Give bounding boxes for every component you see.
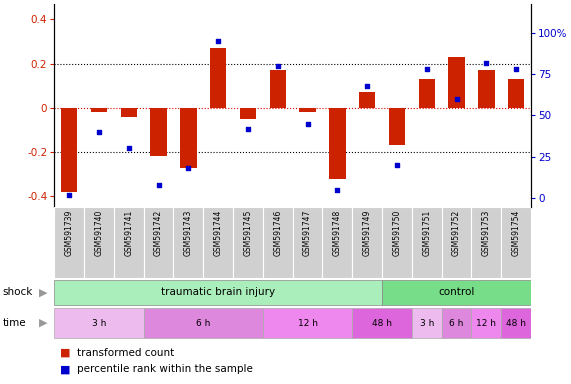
Point [303,121,312,127]
Bar [299,108,316,112]
Text: GSM591753: GSM591753 [482,210,491,256]
Text: GSM591749: GSM591749 [363,210,372,256]
Text: GSM591750: GSM591750 [392,210,401,256]
Bar [203,207,233,278]
Point [154,182,163,188]
Bar [419,79,435,108]
Text: traumatic brain injury: traumatic brain injury [161,287,275,298]
Point [452,96,461,102]
Point [363,83,372,89]
Point [184,165,193,171]
Bar [233,207,263,278]
Text: GSM591754: GSM591754 [512,210,521,256]
Bar [412,308,441,338]
Text: ▶: ▶ [39,318,47,328]
Bar [478,70,494,108]
Point [392,162,401,168]
Text: ■: ■ [60,364,70,374]
Text: 12 h: 12 h [297,319,317,328]
Text: GSM591751: GSM591751 [422,210,431,256]
Bar [150,108,167,157]
Bar [61,108,77,192]
Point [422,66,431,72]
Bar [114,207,144,278]
Text: 6 h: 6 h [449,319,464,328]
Text: percentile rank within the sample: percentile rank within the sample [77,364,253,374]
Text: GSM591743: GSM591743 [184,210,193,256]
Bar [263,207,292,278]
Text: 12 h: 12 h [476,319,496,328]
Bar [508,79,524,108]
Bar [91,108,107,112]
Text: ▶: ▶ [39,287,47,298]
Text: shock: shock [3,287,33,298]
Bar [441,308,472,338]
Text: GSM591748: GSM591748 [333,210,342,256]
Bar [352,308,412,338]
Text: 6 h: 6 h [196,319,211,328]
Text: time: time [3,318,26,328]
Bar [270,70,286,108]
Text: transformed count: transformed count [77,348,174,358]
Bar [174,207,203,278]
Text: GSM591741: GSM591741 [124,210,133,256]
Text: 3 h: 3 h [92,319,106,328]
Bar [501,308,531,338]
Text: 3 h: 3 h [420,319,434,328]
Text: control: control [439,287,475,298]
Bar [120,108,137,117]
Bar [441,207,472,278]
Bar [54,308,144,338]
Point [65,192,74,198]
Text: 48 h: 48 h [506,319,526,328]
Point [243,126,252,132]
Text: 48 h: 48 h [372,319,392,328]
Bar [144,308,263,338]
Text: ■: ■ [60,348,70,358]
Bar [180,108,196,167]
Text: GSM591745: GSM591745 [243,210,252,256]
Bar [323,207,352,278]
Bar [389,108,405,146]
Point [214,38,223,44]
Point [94,129,103,135]
Bar [382,280,531,305]
Bar [84,207,114,278]
Point [273,63,282,69]
Bar [144,207,174,278]
Bar [472,308,501,338]
Bar [54,207,84,278]
Point [512,66,521,72]
Text: GSM591739: GSM591739 [65,210,74,256]
Text: GSM591746: GSM591746 [274,210,282,256]
Text: GSM591744: GSM591744 [214,210,223,256]
Text: GSM591747: GSM591747 [303,210,312,256]
Bar [329,108,345,179]
Bar [501,207,531,278]
Bar [472,207,501,278]
Point [482,60,491,66]
Bar [412,207,441,278]
Bar [359,92,375,108]
Bar [382,207,412,278]
Text: GSM591752: GSM591752 [452,210,461,256]
Bar [448,57,465,108]
Bar [240,108,256,119]
Bar [54,280,382,305]
Bar [352,207,382,278]
Text: GSM591740: GSM591740 [94,210,103,256]
Bar [292,207,323,278]
Point [124,146,133,152]
Point [333,187,342,193]
Bar [263,308,352,338]
Bar [210,48,226,108]
Text: GSM591742: GSM591742 [154,210,163,256]
